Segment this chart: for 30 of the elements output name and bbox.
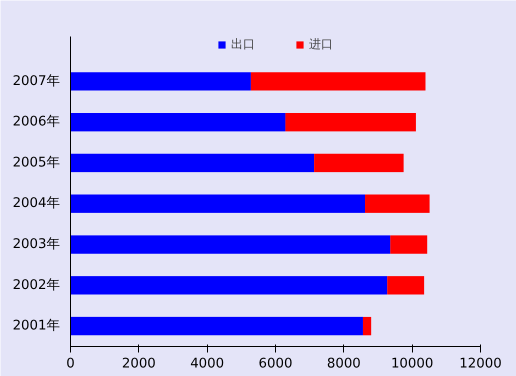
y-tick-label: 2006年 bbox=[12, 114, 60, 130]
y-tick-label: 2004年 bbox=[12, 196, 60, 212]
bar bbox=[390, 235, 428, 254]
x-tick-label: 2000 bbox=[122, 356, 156, 372]
bar bbox=[70, 235, 390, 254]
x-tick-label: 8000 bbox=[326, 356, 361, 372]
x-tick-label: 0 bbox=[66, 356, 75, 372]
y-tick-label: 2002年 bbox=[12, 278, 60, 293]
bar bbox=[387, 276, 424, 294]
y-tick-label: 2001年 bbox=[12, 318, 60, 334]
bar bbox=[314, 154, 404, 172]
bar bbox=[365, 194, 430, 213]
y-tick-label: 2005年 bbox=[12, 155, 60, 170]
bar bbox=[285, 112, 416, 132]
y-tick-label: 2007年 bbox=[12, 74, 60, 89]
bar bbox=[70, 276, 388, 294]
bar bbox=[70, 112, 286, 132]
x-tick-label: 10000 bbox=[390, 356, 434, 372]
x-tick-label: 4000 bbox=[190, 356, 224, 372]
legend-label: 进口 bbox=[309, 36, 333, 53]
x-tick-label: 6000 bbox=[258, 356, 292, 372]
bar bbox=[70, 316, 363, 336]
bar bbox=[70, 72, 251, 91]
x-tick-label: 12000 bbox=[459, 356, 502, 372]
bar bbox=[362, 316, 372, 336]
bar bbox=[70, 194, 366, 213]
bar bbox=[250, 72, 426, 91]
legend-label: 出口 bbox=[231, 36, 255, 53]
y-tick-label: 2003年 bbox=[12, 237, 60, 252]
bar bbox=[70, 154, 314, 172]
